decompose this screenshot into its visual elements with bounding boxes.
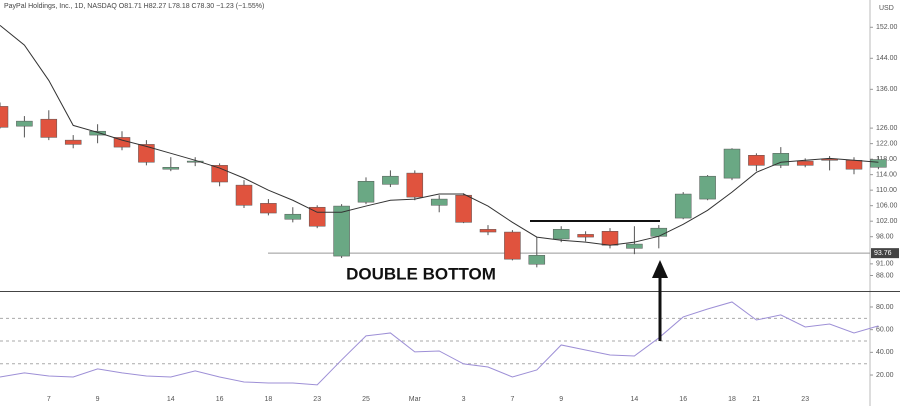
x-tick-label: 23 xyxy=(313,396,321,403)
x-tick-label: 21 xyxy=(753,396,761,403)
price-label: 93.76 xyxy=(874,250,892,257)
candle-body xyxy=(772,153,790,166)
candle-body xyxy=(382,175,399,185)
candle-body xyxy=(504,231,521,260)
candle-body xyxy=(528,255,546,265)
candle-body xyxy=(138,144,155,163)
y-tick-label: 40.00 xyxy=(876,349,894,356)
line xyxy=(0,24,879,246)
y-tick-label: 106.00 xyxy=(876,203,898,210)
y-tick-label: 126.00 xyxy=(876,125,898,132)
candle-body xyxy=(406,172,424,198)
x-tick-label: 16 xyxy=(679,396,687,403)
x-tick-label: 18 xyxy=(265,396,273,403)
y-tick-label: 114.00 xyxy=(876,171,897,178)
candle-body xyxy=(308,206,326,227)
candle-body xyxy=(235,184,253,206)
candle-body xyxy=(455,194,472,223)
annotation: DOUBLE BOTTOM xyxy=(346,264,496,283)
candle-body xyxy=(0,106,9,128)
candle-body xyxy=(333,205,350,257)
y-tick-label: 98.00 xyxy=(876,234,894,241)
candle-body xyxy=(723,148,741,179)
candle-body xyxy=(40,118,58,138)
x-tick-label: Mar xyxy=(409,396,422,403)
candle-body xyxy=(64,139,82,145)
x-tick-label: 14 xyxy=(167,396,175,403)
y-tick-label: 144.00 xyxy=(876,55,898,62)
candle-body xyxy=(674,193,692,219)
x-tick-label: 7 xyxy=(47,396,51,403)
y-tick-label: 20.00 xyxy=(876,372,894,379)
candle-body xyxy=(479,229,497,233)
candle-body xyxy=(430,198,448,206)
candle-body xyxy=(870,159,887,168)
price-marker xyxy=(871,248,899,259)
x-tick-label: 16 xyxy=(216,396,224,403)
y-unit: USD xyxy=(879,5,894,12)
y-tick-label: 88.00 xyxy=(876,272,894,279)
x-tick-label: 9 xyxy=(559,396,563,403)
candle-body xyxy=(89,130,106,136)
y-tick-label: 102.00 xyxy=(876,218,898,225)
candle-body xyxy=(357,180,375,203)
line xyxy=(0,301,879,386)
plot: 152.00144.00136.00126.00122.00118.00114.… xyxy=(0,24,899,403)
x-tick-label: 14 xyxy=(631,396,639,403)
candle-body xyxy=(16,120,33,127)
y-tick-label: 60.00 xyxy=(876,327,894,334)
x-tick-label: 23 xyxy=(801,396,809,403)
arrow-head xyxy=(652,260,668,278)
x-tick-label: 25 xyxy=(362,396,370,403)
candle-body xyxy=(748,155,765,166)
y-tick-label: 136.00 xyxy=(876,86,898,93)
candle-body xyxy=(162,167,180,170)
candle-body xyxy=(552,229,570,240)
candle-body xyxy=(284,213,302,220)
candle-body xyxy=(650,227,668,237)
x-tick-label: 18 xyxy=(728,396,736,403)
y-tick-label: 122.00 xyxy=(876,140,898,147)
candle-body xyxy=(626,243,643,249)
candle-body xyxy=(699,175,716,200)
candle-body xyxy=(845,160,863,170)
chart-title: PayPal Holdings, Inc., 1D, NASDAQ O81.71… xyxy=(4,3,264,10)
y-tick-label: 91.00 xyxy=(876,261,894,268)
candle-body xyxy=(260,203,277,214)
candle-body xyxy=(796,160,814,166)
x-tick-label: 9 xyxy=(96,396,100,403)
x-tick-label: 7 xyxy=(510,396,514,403)
y-tick-label: 152.00 xyxy=(876,24,898,31)
candle-body xyxy=(186,160,204,163)
y-tick-label: 110.00 xyxy=(876,187,897,194)
candle-body xyxy=(601,231,619,246)
x-tick-label: 3 xyxy=(462,396,466,403)
y-tick-label: 80.00 xyxy=(876,304,894,311)
candle-body xyxy=(821,158,838,161)
candle-body xyxy=(577,234,594,238)
